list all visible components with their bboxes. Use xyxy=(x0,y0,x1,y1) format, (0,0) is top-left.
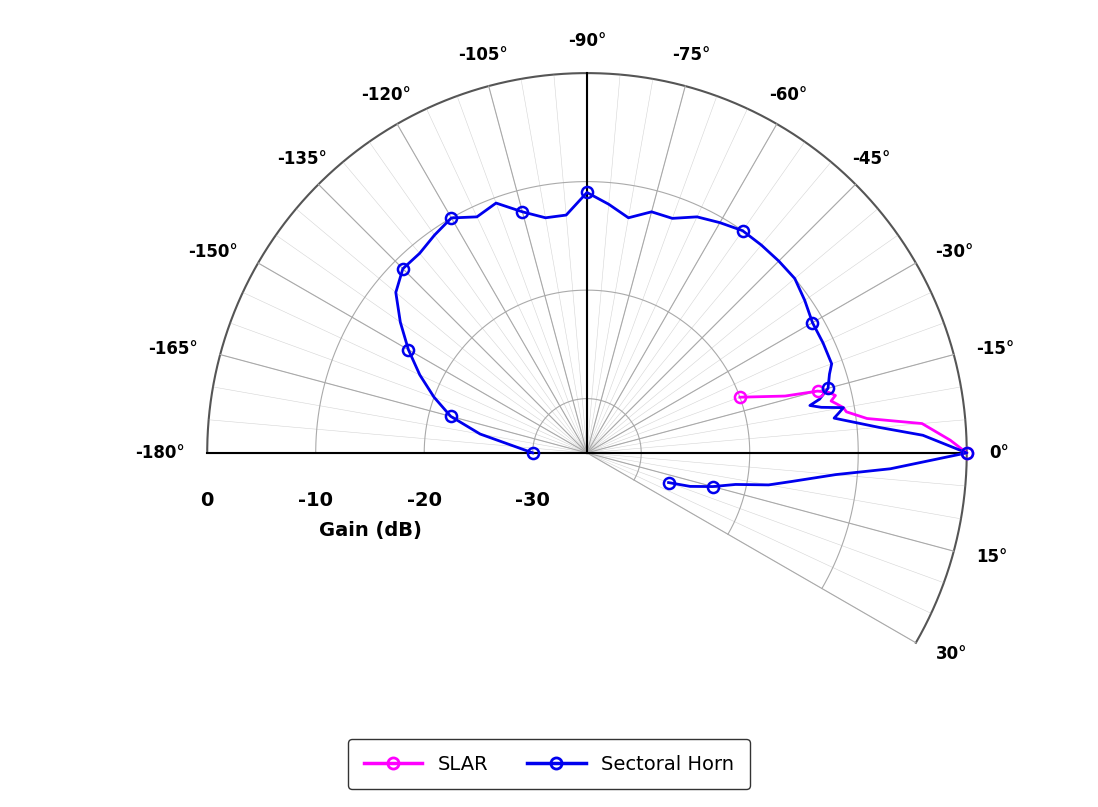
Legend: SLAR, Sectoral Horn: SLAR, Sectoral Horn xyxy=(348,739,750,789)
Text: -60°: -60° xyxy=(769,86,807,104)
Text: -105°: -105° xyxy=(458,46,507,64)
Text: 15°: 15° xyxy=(976,548,1007,566)
Text: -135°: -135° xyxy=(278,150,327,168)
Text: -20: -20 xyxy=(406,491,441,510)
Text: -90°: -90° xyxy=(568,32,606,50)
Text: 0: 0 xyxy=(201,491,214,510)
Text: -10: -10 xyxy=(299,491,333,510)
Text: Gain (dB): Gain (dB) xyxy=(318,521,422,540)
Text: -150°: -150° xyxy=(189,243,238,261)
Text: -180°: -180° xyxy=(135,444,184,462)
Text: 0°: 0° xyxy=(989,444,1009,462)
Text: -30°: -30° xyxy=(935,243,974,261)
Text: -75°: -75° xyxy=(672,46,710,64)
Text: -165°: -165° xyxy=(148,340,198,358)
Text: -45°: -45° xyxy=(852,150,890,168)
Text: -30: -30 xyxy=(515,491,550,510)
Text: -120°: -120° xyxy=(361,86,411,104)
Text: 30°: 30° xyxy=(935,645,967,663)
Text: -15°: -15° xyxy=(976,340,1015,358)
